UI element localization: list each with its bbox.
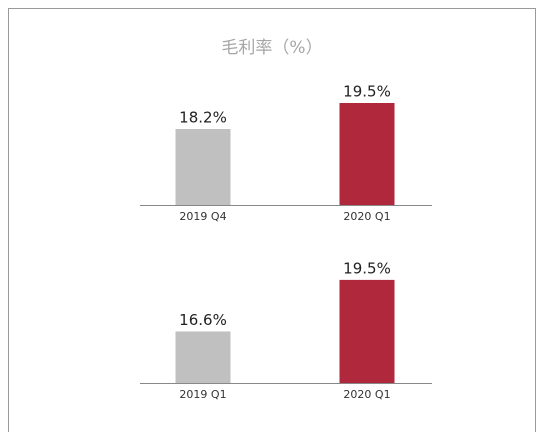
bar	[339, 279, 395, 383]
value-label: 19.5%	[343, 259, 391, 277]
x-tick-label: 2020 Q1	[343, 210, 390, 223]
value-label: 18.2%	[179, 109, 227, 127]
bar	[175, 331, 231, 383]
value-label: 16.6%	[179, 311, 227, 329]
x-tick-label: 2020 Q1	[343, 388, 390, 401]
bar	[175, 129, 231, 205]
value-label: 19.5%	[343, 83, 391, 101]
bar	[339, 103, 395, 205]
chart-title: 毛利率（%）	[221, 38, 322, 58]
frame	[8, 8, 536, 432]
x-tick-label: 2019 Q4	[179, 210, 226, 223]
x-tick-label: 2019 Q1	[179, 388, 226, 401]
